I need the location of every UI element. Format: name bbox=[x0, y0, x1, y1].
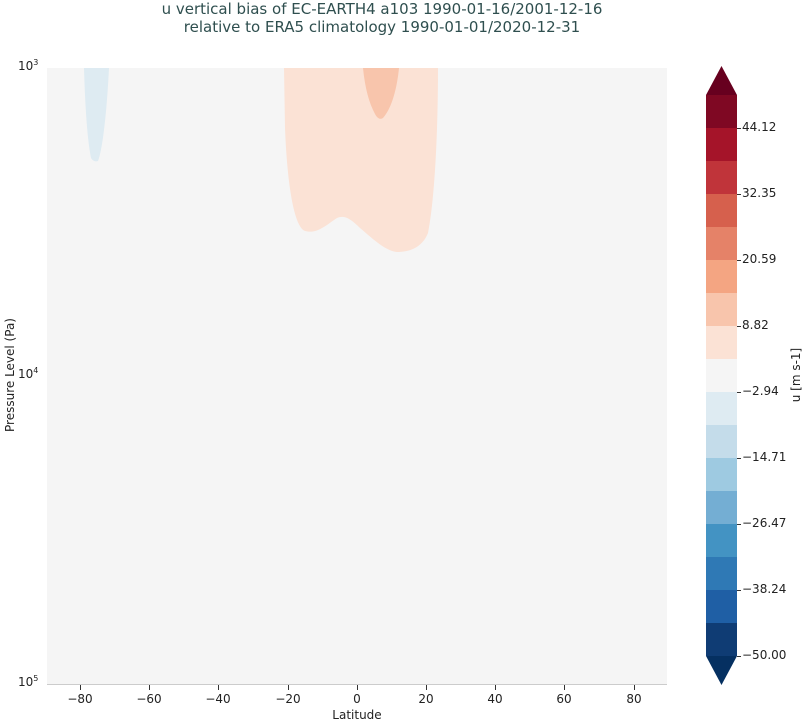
contour-fill bbox=[84, 68, 438, 252]
chart-title-line1: u vertical bias of EC-EARTH4 a103 1990-0… bbox=[161, 0, 603, 18]
colorbar-tick bbox=[737, 524, 741, 525]
x-tick-label: 40 bbox=[487, 692, 503, 706]
colorbar-title: u [m s-1] bbox=[789, 347, 803, 403]
colorbar-top-extend bbox=[706, 66, 737, 95]
y-axis-title: Pressure Level (Pa) bbox=[3, 318, 17, 432]
y-tick-label: 103 bbox=[18, 58, 39, 73]
x-tick-label: 80 bbox=[626, 692, 642, 706]
colorbar-tick-label: −50.00 bbox=[742, 648, 787, 662]
colorbar-tick-label: −14.71 bbox=[742, 450, 787, 464]
x-tick-label: −20 bbox=[275, 692, 301, 706]
x-tick-label: 20 bbox=[418, 692, 434, 706]
x-tick bbox=[495, 685, 496, 690]
colorbar bbox=[706, 95, 737, 656]
x-tick bbox=[426, 685, 427, 690]
x-tick-label: −80 bbox=[67, 692, 93, 706]
x-tick bbox=[634, 685, 635, 690]
x-tick-label: −40 bbox=[205, 692, 231, 706]
colorbar-tick bbox=[737, 194, 741, 195]
colorbar-tick bbox=[737, 260, 741, 261]
x-axis-line bbox=[47, 684, 667, 685]
colorbar-tick bbox=[737, 392, 741, 393]
x-tick bbox=[218, 685, 219, 690]
colorbar-tick bbox=[737, 326, 741, 327]
x-tick bbox=[288, 685, 289, 690]
x-tick-label: −60 bbox=[136, 692, 162, 706]
x-tick bbox=[149, 685, 150, 690]
x-tick-label: 0 bbox=[353, 692, 361, 706]
colorbar-tick bbox=[737, 458, 741, 459]
colorbar-tick-label: 32.35 bbox=[742, 186, 777, 200]
x-axis-title: Latitude bbox=[332, 708, 382, 722]
colorbar-tick bbox=[737, 656, 741, 657]
colorbar-bottom-extend bbox=[706, 656, 737, 685]
x-tick bbox=[357, 685, 358, 690]
colorbar-tick-label: 8.82 bbox=[742, 318, 769, 332]
colorbar-tick-label: −38.24 bbox=[742, 582, 787, 596]
plot-area bbox=[47, 68, 667, 684]
colorbar-tick-label: 44.12 bbox=[742, 120, 777, 134]
colorbar-tick-label: 20.59 bbox=[742, 252, 777, 266]
colorbar-tick-label: −26.47 bbox=[742, 516, 787, 530]
y-tick-label: 104 bbox=[18, 366, 39, 381]
colorbar-tick bbox=[737, 128, 741, 129]
x-tick bbox=[564, 685, 565, 690]
y-tick-label: 105 bbox=[18, 674, 39, 689]
x-tick-label: 60 bbox=[556, 692, 572, 706]
colorbar-tick-label: −2.94 bbox=[742, 384, 779, 398]
colorbar-tick bbox=[737, 590, 741, 591]
x-tick bbox=[80, 685, 81, 690]
chart-title-line2: relative to ERA5 climatology 1990-01-01/… bbox=[183, 18, 581, 36]
